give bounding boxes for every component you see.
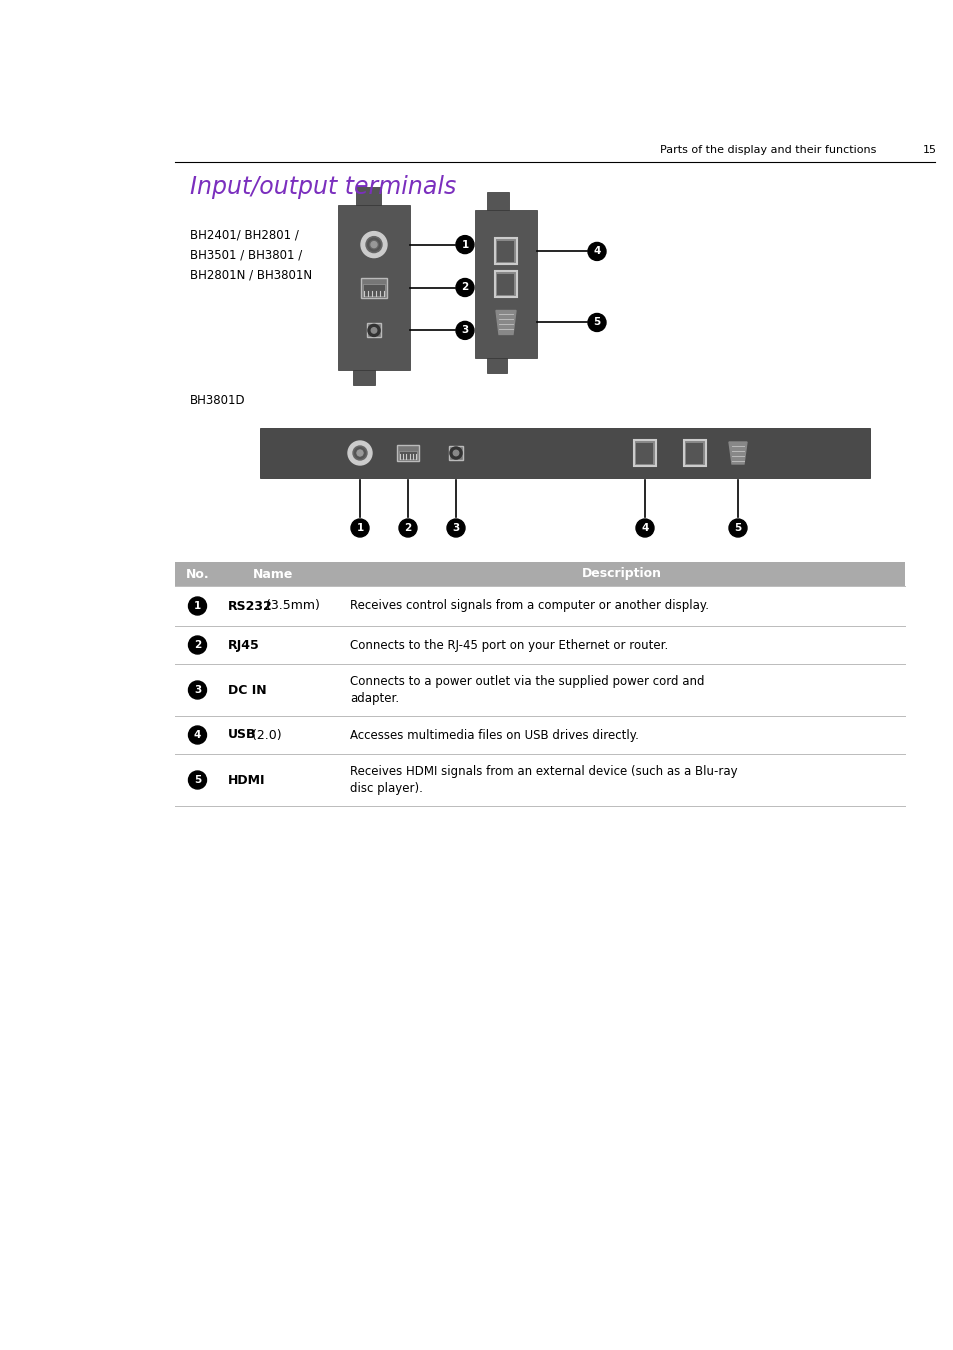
FancyBboxPatch shape bbox=[449, 446, 462, 460]
Polygon shape bbox=[496, 310, 516, 335]
Circle shape bbox=[636, 518, 654, 537]
FancyBboxPatch shape bbox=[337, 205, 410, 370]
Circle shape bbox=[356, 450, 363, 456]
Circle shape bbox=[456, 236, 474, 254]
Text: Input/output terminals: Input/output terminals bbox=[190, 176, 456, 198]
Text: 1: 1 bbox=[356, 522, 363, 533]
Text: BH2401/ BH2801 /
BH3501 / BH3801 /
BH2801N / BH3801N: BH2401/ BH2801 / BH3501 / BH3801 / BH280… bbox=[190, 228, 312, 281]
Circle shape bbox=[189, 771, 206, 788]
Circle shape bbox=[371, 242, 376, 247]
Text: RJ45: RJ45 bbox=[228, 639, 259, 652]
Text: USB: USB bbox=[228, 729, 256, 741]
FancyBboxPatch shape bbox=[683, 440, 705, 466]
Text: 5: 5 bbox=[734, 522, 740, 533]
Circle shape bbox=[453, 451, 458, 456]
Text: Accesses multimedia files on USB drives directly.: Accesses multimedia files on USB drives … bbox=[350, 729, 639, 741]
Text: Parts of the display and their functions: Parts of the display and their functions bbox=[659, 144, 876, 155]
Text: adapter.: adapter. bbox=[350, 693, 398, 705]
FancyBboxPatch shape bbox=[475, 211, 537, 358]
FancyBboxPatch shape bbox=[495, 271, 517, 297]
FancyBboxPatch shape bbox=[497, 274, 514, 294]
Text: BH3801D: BH3801D bbox=[190, 393, 245, 406]
Circle shape bbox=[368, 324, 379, 336]
Circle shape bbox=[450, 447, 461, 459]
Text: Name: Name bbox=[253, 567, 293, 580]
FancyBboxPatch shape bbox=[636, 443, 653, 463]
Text: (2.0): (2.0) bbox=[248, 729, 282, 741]
FancyBboxPatch shape bbox=[495, 239, 517, 265]
Circle shape bbox=[189, 597, 206, 616]
FancyBboxPatch shape bbox=[634, 440, 656, 466]
Text: 15: 15 bbox=[923, 144, 936, 155]
FancyBboxPatch shape bbox=[398, 451, 416, 459]
Text: 2: 2 bbox=[404, 522, 411, 533]
Circle shape bbox=[353, 446, 367, 460]
FancyBboxPatch shape bbox=[396, 446, 418, 460]
Circle shape bbox=[189, 636, 206, 653]
Text: disc player).: disc player). bbox=[350, 783, 422, 795]
FancyBboxPatch shape bbox=[363, 284, 385, 296]
FancyBboxPatch shape bbox=[353, 370, 375, 385]
Text: 2: 2 bbox=[193, 640, 201, 649]
Circle shape bbox=[189, 680, 206, 699]
Circle shape bbox=[447, 518, 464, 537]
Circle shape bbox=[348, 441, 372, 464]
Circle shape bbox=[366, 236, 381, 252]
FancyBboxPatch shape bbox=[686, 443, 702, 463]
Circle shape bbox=[360, 232, 387, 258]
Text: DC IN: DC IN bbox=[228, 683, 266, 697]
Text: RS232: RS232 bbox=[228, 599, 273, 613]
FancyBboxPatch shape bbox=[367, 324, 380, 338]
Text: 5: 5 bbox=[593, 317, 600, 328]
Text: 3: 3 bbox=[461, 325, 468, 335]
FancyBboxPatch shape bbox=[260, 428, 869, 478]
FancyBboxPatch shape bbox=[360, 278, 387, 297]
Circle shape bbox=[456, 321, 474, 339]
Polygon shape bbox=[728, 441, 746, 464]
FancyBboxPatch shape bbox=[486, 192, 509, 211]
Circle shape bbox=[587, 313, 605, 332]
FancyBboxPatch shape bbox=[497, 240, 514, 262]
Text: HDMI: HDMI bbox=[228, 774, 265, 787]
Circle shape bbox=[456, 278, 474, 297]
Text: Receives control signals from a computer or another display.: Receives control signals from a computer… bbox=[350, 599, 708, 613]
Text: No.: No. bbox=[186, 567, 209, 580]
Circle shape bbox=[587, 243, 605, 261]
Text: Description: Description bbox=[581, 567, 660, 580]
Text: Connects to the RJ-45 port on your Ethernet or router.: Connects to the RJ-45 port on your Ether… bbox=[350, 639, 667, 652]
Text: 4: 4 bbox=[640, 522, 648, 533]
FancyBboxPatch shape bbox=[355, 188, 380, 205]
Circle shape bbox=[371, 328, 376, 333]
Text: 3: 3 bbox=[193, 684, 201, 695]
Text: 1: 1 bbox=[461, 239, 468, 250]
Circle shape bbox=[351, 518, 369, 537]
Text: Receives HDMI signals from an external device (such as a Blu-ray: Receives HDMI signals from an external d… bbox=[350, 765, 737, 778]
Text: 5: 5 bbox=[193, 775, 201, 784]
Circle shape bbox=[398, 518, 416, 537]
Text: 1: 1 bbox=[193, 601, 201, 612]
Text: 3: 3 bbox=[452, 522, 459, 533]
FancyBboxPatch shape bbox=[174, 562, 904, 586]
Circle shape bbox=[728, 518, 746, 537]
Text: Connects to a power outlet via the supplied power cord and: Connects to a power outlet via the suppl… bbox=[350, 675, 703, 688]
Text: (3.5mm): (3.5mm) bbox=[262, 599, 319, 613]
FancyBboxPatch shape bbox=[486, 358, 506, 373]
Circle shape bbox=[189, 726, 206, 744]
Text: 2: 2 bbox=[461, 282, 468, 293]
Text: 4: 4 bbox=[193, 730, 201, 740]
Text: 4: 4 bbox=[593, 247, 600, 256]
